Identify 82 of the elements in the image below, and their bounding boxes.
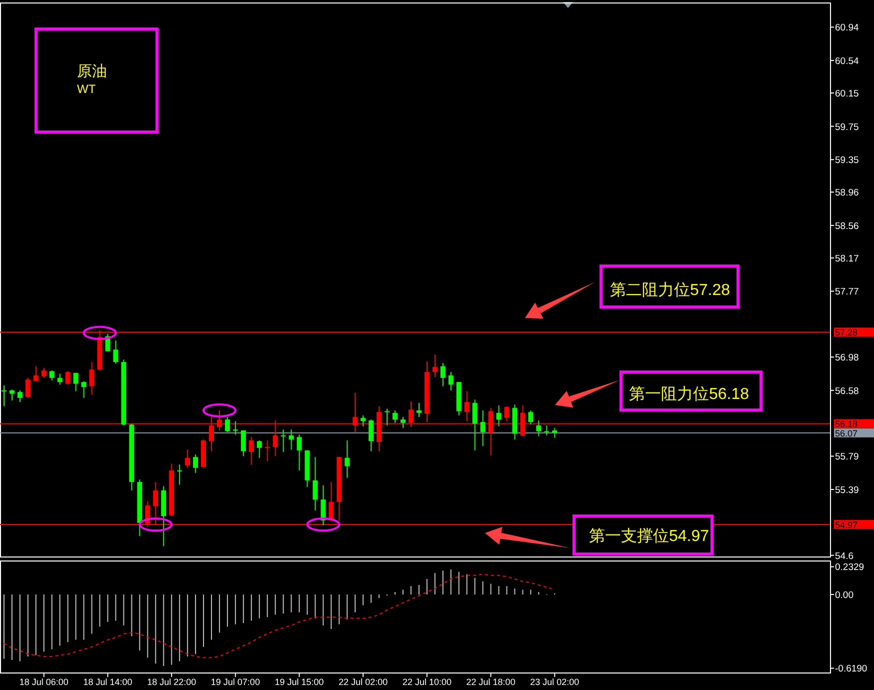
y-tick-label: 56.98 bbox=[835, 352, 859, 364]
candlestick bbox=[384, 408, 390, 426]
y-tick-label: 58.17 bbox=[835, 253, 859, 264]
annotation: 第二阻力位57.28 bbox=[610, 281, 730, 299]
y-tick-label: 58.56 bbox=[835, 220, 859, 232]
candlestick bbox=[264, 440, 270, 462]
candlestick bbox=[224, 416, 230, 433]
candlestick bbox=[328, 482, 334, 521]
candlestick bbox=[432, 354, 438, 378]
y-tick-label: 54.6 bbox=[835, 550, 854, 562]
candlestick bbox=[65, 370, 70, 386]
y-tick-label: 57.77 bbox=[835, 286, 859, 298]
y-tick-label: 59.75 bbox=[835, 122, 859, 133]
candlestick bbox=[177, 464, 182, 486]
candlestick bbox=[368, 419, 374, 452]
x-tick-label: 18 Jul 22:00 bbox=[147, 677, 196, 687]
candlestick bbox=[296, 434, 302, 471]
candlestick bbox=[17, 390, 22, 403]
x-tick-label: 18 Jul 06:00 bbox=[19, 677, 68, 687]
candlestick bbox=[256, 440, 262, 458]
candlestick bbox=[81, 380, 86, 398]
candlestick bbox=[416, 402, 422, 418]
candlestick bbox=[73, 372, 78, 392]
candlestick bbox=[528, 410, 534, 426]
x-tick-label: 19 Jul 15:00 bbox=[274, 677, 324, 687]
annotation: 第一阻力位56.18 bbox=[629, 385, 750, 403]
x-tick-label: 19 Jul 07:00 bbox=[210, 677, 260, 687]
ref-line-label: 57.28 bbox=[835, 328, 858, 338]
y-tick-label: 60.15 bbox=[835, 88, 859, 100]
candlestick bbox=[400, 416, 406, 428]
y-tick-label: 55.79 bbox=[835, 452, 859, 463]
candlestick bbox=[360, 414, 366, 427]
candlestick bbox=[288, 429, 294, 450]
candlestick bbox=[464, 390, 470, 422]
annotation: WT bbox=[77, 82, 96, 96]
candlestick bbox=[193, 454, 198, 474]
candlestick bbox=[280, 429, 286, 453]
x-tick-label: 22 Jul 18:00 bbox=[466, 677, 516, 687]
y-tick-label: 55.39 bbox=[835, 485, 859, 496]
candlestick bbox=[536, 420, 542, 437]
y-tick-label: 60.54 bbox=[835, 56, 859, 67]
candlestick bbox=[1, 384, 6, 407]
candlestick bbox=[113, 340, 118, 364]
candlestick bbox=[320, 484, 326, 526]
x-tick-label: 18 Jul 14:00 bbox=[83, 677, 132, 687]
y-tick-label: 0.2329 bbox=[835, 562, 864, 574]
candlestick bbox=[25, 377, 30, 398]
annotation: 第一支撑位54.97 bbox=[589, 527, 710, 545]
candlestick bbox=[496, 404, 502, 427]
y-tick-label: 56.58 bbox=[835, 386, 859, 397]
candlestick bbox=[480, 410, 486, 447]
candlestick bbox=[89, 362, 94, 396]
candlestick bbox=[240, 430, 246, 457]
ref-line-label: 56.18 bbox=[835, 419, 858, 430]
x-tick-label: 22 Jul 10:00 bbox=[402, 677, 452, 687]
y-tick-label: 58.96 bbox=[835, 188, 859, 199]
candlestick bbox=[41, 367, 46, 378]
candlestick bbox=[232, 420, 238, 436]
candlestick bbox=[504, 406, 510, 422]
candlestick bbox=[344, 440, 350, 478]
candlestick bbox=[552, 427, 558, 438]
x-tick-label: 23 Jul 02:00 bbox=[530, 677, 580, 687]
candlestick bbox=[248, 436, 254, 466]
x-tick-label: 22 Jul 02:00 bbox=[338, 677, 388, 687]
candlestick bbox=[472, 399, 478, 451]
y-tick-label: 59.35 bbox=[835, 155, 859, 166]
y-tick-label: -0.6190 bbox=[835, 664, 868, 675]
candlestick bbox=[312, 456, 318, 511]
ref-line-label: 56.07 bbox=[835, 428, 858, 438]
y-tick-label: 0.00 bbox=[835, 590, 854, 601]
candlestick bbox=[448, 372, 454, 391]
y-tick-label: 60.94 bbox=[835, 22, 859, 34]
candlestick bbox=[9, 389, 14, 401]
candlestick bbox=[33, 366, 38, 382]
ref-line-label: 54.97 bbox=[835, 520, 858, 530]
candlestick bbox=[440, 362, 446, 387]
annotation: 原油 bbox=[77, 63, 107, 80]
candlestick bbox=[544, 424, 550, 436]
candlestick bbox=[57, 373, 62, 386]
candlestick bbox=[49, 370, 54, 381]
candlestick bbox=[185, 449, 190, 468]
candlestick bbox=[392, 410, 398, 424]
